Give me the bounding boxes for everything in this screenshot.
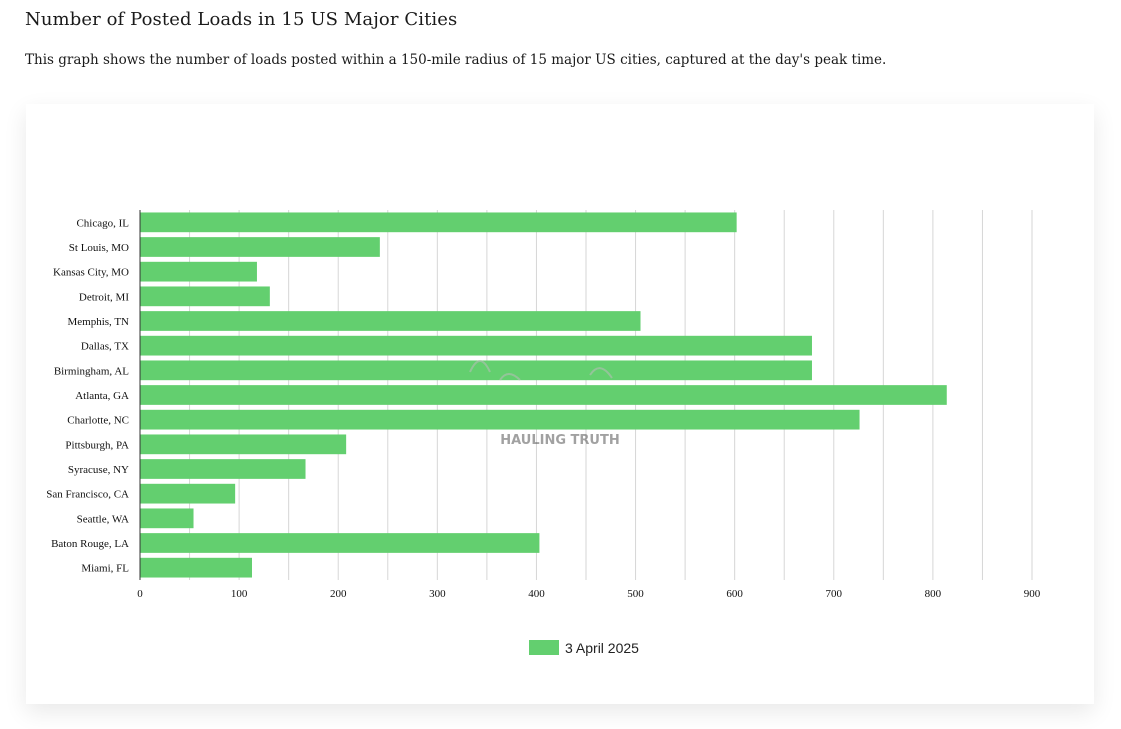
y-tick-label: Detroit, MI xyxy=(79,291,129,303)
y-tick-label: Dallas, TX xyxy=(81,341,129,353)
y-tick-label: Pittsburgh, PA xyxy=(65,439,129,451)
bar[interactable] xyxy=(140,533,540,553)
bar[interactable] xyxy=(140,508,194,529)
bar[interactable] xyxy=(140,360,812,381)
x-tick-label: 0 xyxy=(137,588,143,600)
x-tick-label: 500 xyxy=(627,588,644,600)
y-tick-label: Baton Rouge, LA xyxy=(51,538,129,550)
x-tick-label: 900 xyxy=(1024,588,1041,600)
x-tick-label: 600 xyxy=(726,588,743,600)
watermark-text: HAULING TRUTH xyxy=(500,433,619,448)
bar[interactable] xyxy=(140,212,737,233)
y-tick-label: Miami, FL xyxy=(81,563,129,575)
x-tick-label: 100 xyxy=(231,588,248,600)
page-description: This graph shows the number of loads pos… xyxy=(25,52,887,68)
y-tick-labels: Chicago, IL St Louis, MO Kansas City, MO De… xyxy=(46,217,129,574)
legend-swatch xyxy=(529,640,559,655)
y-tick-label: St Louis, MO xyxy=(69,242,129,254)
y-tick-label: Charlotte, NC xyxy=(67,415,129,427)
y-tick-label: Kansas City, MO xyxy=(53,267,129,279)
bar[interactable] xyxy=(140,483,236,504)
bar[interactable] xyxy=(140,385,947,405)
x-tick-label: 700 xyxy=(826,588,843,600)
bar[interactable] xyxy=(140,261,257,282)
y-tick-label: Syracuse, NY xyxy=(68,464,129,476)
watermark-logo: HAULING TRUTH xyxy=(469,360,620,448)
page-title: Number of Posted Loads in 15 US Major Ci… xyxy=(25,9,458,30)
y-tick-label: San Francisco, CA xyxy=(46,489,129,501)
bar[interactable] xyxy=(140,409,860,430)
bar[interactable] xyxy=(140,557,252,578)
bars xyxy=(140,212,947,578)
bar[interactable] xyxy=(140,311,641,331)
y-tick-label: Memphis, TN xyxy=(67,316,129,328)
x-tick-label: 200 xyxy=(330,588,347,600)
x-tick-labels: 0 100 200 300 400 500 600 700 800 900 xyxy=(137,588,1041,600)
y-tick-label: Birmingham, AL xyxy=(54,365,129,377)
x-tick-label: 800 xyxy=(925,588,942,600)
bar[interactable] xyxy=(140,286,270,307)
y-tick-label: Atlanta, GA xyxy=(75,390,129,402)
x-tick-label: 300 xyxy=(429,588,446,600)
bar[interactable] xyxy=(140,237,380,257)
bar[interactable] xyxy=(140,459,306,479)
y-tick-label: Seattle, WA xyxy=(77,513,129,525)
legend-label: 3 April 2025 xyxy=(565,640,639,656)
x-tick-label: 400 xyxy=(528,588,545,600)
bar[interactable] xyxy=(140,335,812,356)
legend[interactable]: 3 April 2025 xyxy=(529,640,639,656)
bar[interactable] xyxy=(140,434,347,455)
y-tick-label: Chicago, IL xyxy=(76,217,129,229)
